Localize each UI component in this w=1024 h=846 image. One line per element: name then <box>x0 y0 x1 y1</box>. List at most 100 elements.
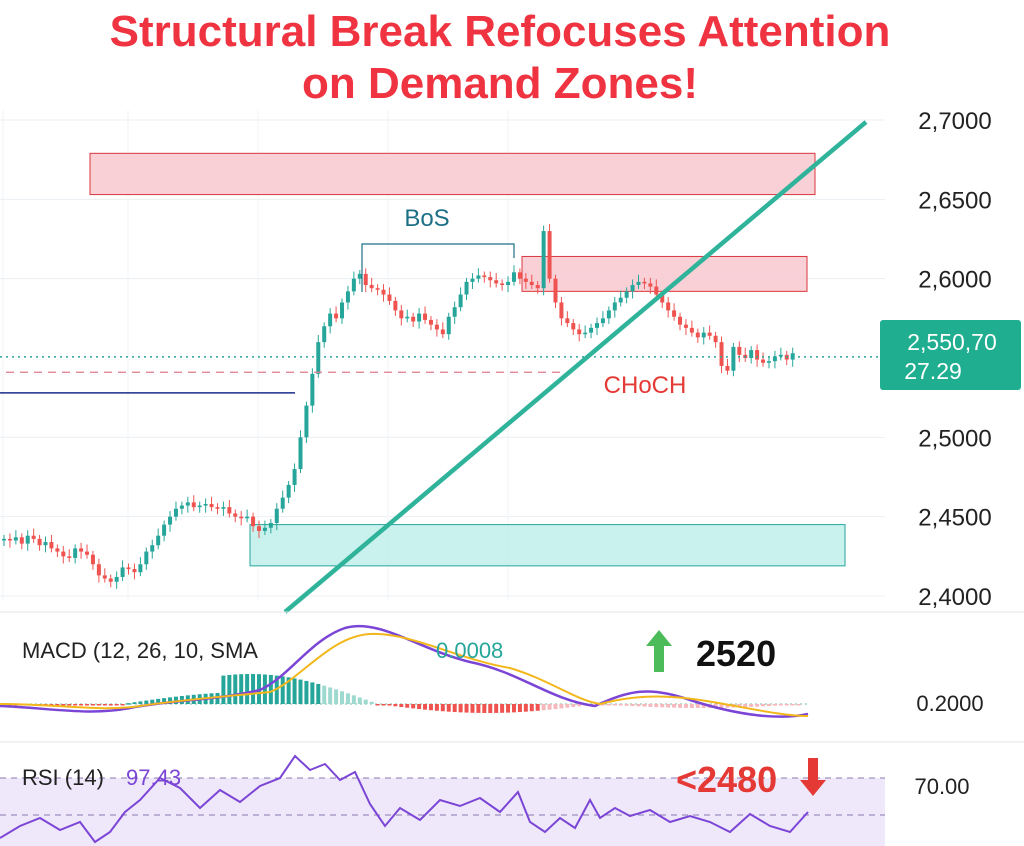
candle-body <box>749 350 754 358</box>
supply-zone <box>89 152 816 196</box>
macd-histogram-bar <box>298 679 303 704</box>
macd-histogram-bar <box>357 697 362 704</box>
candle-body <box>322 326 327 343</box>
candle-body <box>381 289 386 295</box>
candle-body <box>630 285 635 292</box>
candle-body <box>274 508 279 524</box>
candle-body <box>778 354 783 357</box>
candle-body <box>547 231 552 279</box>
candle-body <box>583 332 588 335</box>
choch-label: CHoCH <box>604 372 687 399</box>
price-axis: 2,7000 2,6500 2,6000 2,5000 2,4500 2,4000 <box>918 108 991 611</box>
candle-body <box>606 310 611 319</box>
macd-histogram-bar <box>251 674 256 704</box>
macd-histogram-bar <box>784 704 789 706</box>
macd-histogram-bar <box>577 704 582 707</box>
target-up-value: 2520 <box>696 633 776 674</box>
macd-histogram-bar <box>452 704 457 713</box>
macd-histogram-bar <box>102 704 107 706</box>
candle-body <box>132 569 137 573</box>
candle-body <box>393 300 398 311</box>
macd-histogram-bar <box>529 704 534 712</box>
candle-body <box>126 567 131 570</box>
candle-body <box>600 318 605 324</box>
macd-histogram-bar <box>761 704 766 707</box>
candle-body <box>405 316 410 319</box>
candle-body <box>428 319 433 325</box>
macd-histogram-bar <box>345 693 350 704</box>
candle-body <box>90 554 95 565</box>
macd-histogram-bar <box>168 697 173 704</box>
candle-body <box>203 503 208 506</box>
candle-body <box>215 507 220 509</box>
macd-histogram-bar <box>292 678 297 704</box>
candle-body <box>251 516 256 527</box>
macd-histogram-bar <box>85 704 90 706</box>
macd-histogram-bar <box>411 704 416 709</box>
candle-body <box>541 231 546 289</box>
candle-body <box>49 542 54 549</box>
price-tick-label: 2,6000 <box>918 267 991 294</box>
macd-histogram-bar <box>755 704 760 707</box>
macd-signal-line <box>0 632 809 717</box>
candle-body <box>423 313 428 320</box>
candle-body <box>648 283 653 287</box>
candle-body <box>156 535 161 546</box>
candle-body <box>55 548 60 552</box>
macd-histogram-bar <box>666 704 671 708</box>
candle-body <box>67 556 72 558</box>
demand-zone <box>249 524 846 567</box>
macd-histogram-bar <box>482 704 487 713</box>
candle-body <box>227 507 232 514</box>
candle-body <box>37 538 42 546</box>
macd-histogram-bar <box>476 704 481 713</box>
candle-body <box>280 497 285 509</box>
macd-histogram-bar <box>239 674 244 704</box>
macd-histogram-bar <box>600 704 605 706</box>
price-tick-label: 2,7000 <box>918 108 991 135</box>
macd-histogram-bar <box>286 677 291 704</box>
candle-body <box>369 285 374 289</box>
macd-histogram-bar <box>245 674 250 704</box>
candle-body <box>7 538 12 541</box>
price-tick-label: 2,6500 <box>918 187 991 214</box>
macd-histogram-bar <box>262 674 267 704</box>
rsi-label: RSI (14) <box>22 765 104 790</box>
candle-body <box>292 469 297 485</box>
macd-histogram-bar <box>772 704 777 706</box>
candle-body <box>529 281 534 286</box>
macd-histogram-bar <box>737 704 742 708</box>
candle-body <box>672 310 677 317</box>
candle-body <box>120 567 125 577</box>
candle-body <box>458 294 463 308</box>
candle-body <box>511 272 516 282</box>
macd-histogram-bar <box>743 704 748 708</box>
candle-body <box>357 273 362 279</box>
macd-histogram-bar <box>173 696 178 704</box>
candle-body <box>375 288 380 290</box>
candles-layer <box>2 223 795 589</box>
candle-body <box>612 302 617 311</box>
macd-histogram-bar <box>778 704 783 706</box>
macd-histogram-bar <box>90 704 95 706</box>
macd-histogram-bar <box>672 704 677 708</box>
candle-body <box>345 291 350 303</box>
macd-histogram-bar <box>446 704 451 712</box>
macd-histogram-bar <box>725 704 730 708</box>
candle-body <box>701 332 706 338</box>
macd-histogram-bar <box>606 704 611 706</box>
candle-body <box>162 524 167 536</box>
candle-body <box>96 564 101 576</box>
candle-body <box>191 502 196 508</box>
candle-body <box>695 332 700 338</box>
macd-histogram-bar <box>494 704 499 713</box>
candle-body <box>298 437 303 470</box>
candle-body <box>268 523 273 528</box>
macd-histogram-bar <box>150 699 155 704</box>
candle-body <box>399 310 404 319</box>
candle-body <box>13 537 18 541</box>
macd-histogram-bar <box>678 704 683 708</box>
macd-histogram-bar <box>719 704 724 708</box>
macd-histogram-bar <box>138 701 143 704</box>
